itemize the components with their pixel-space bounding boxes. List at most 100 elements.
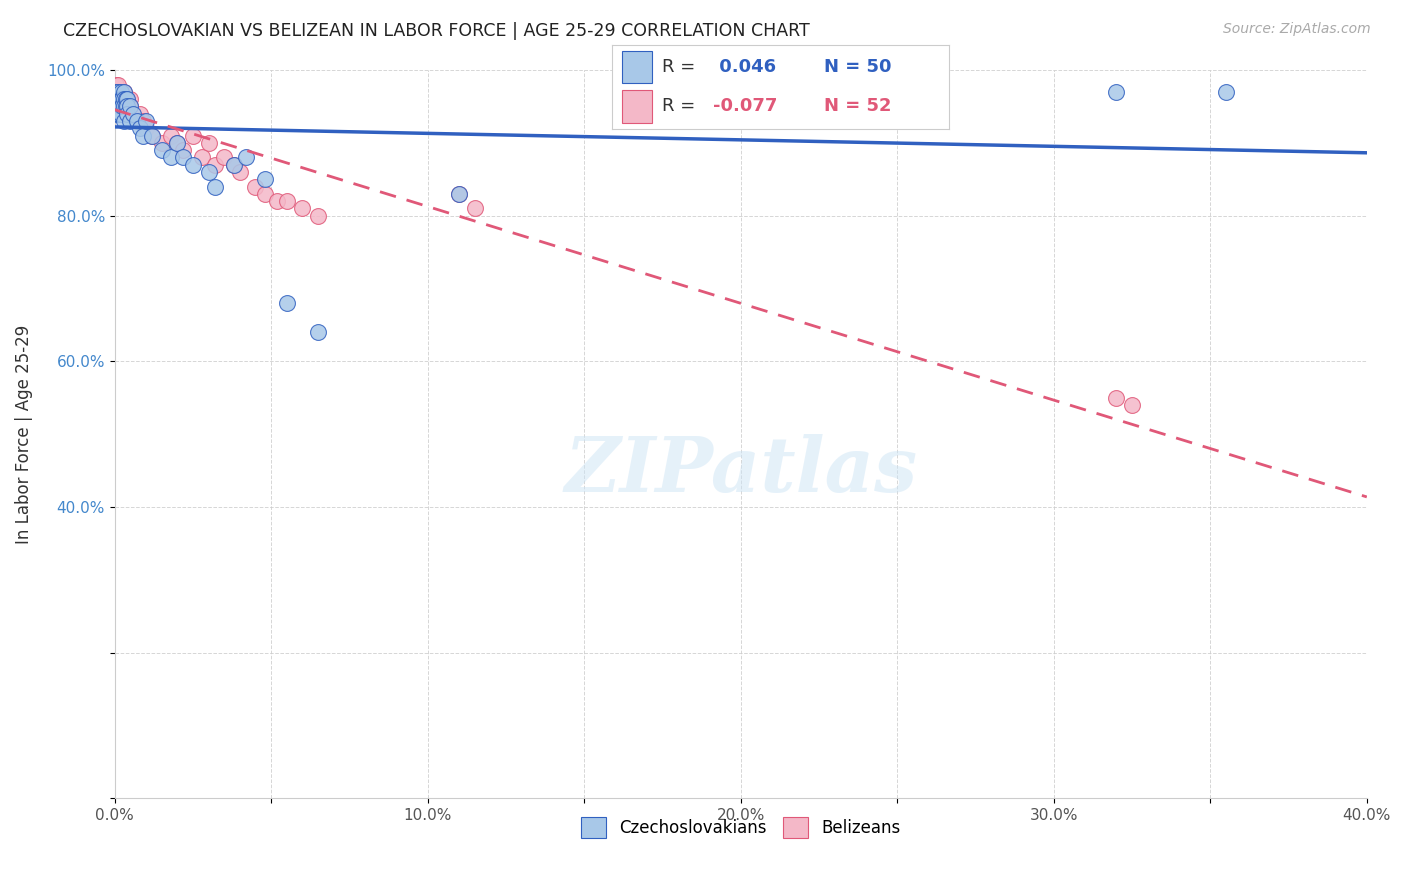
Text: N = 52: N = 52 bbox=[824, 97, 891, 115]
Point bbox=[108, 92, 131, 106]
Point bbox=[204, 158, 226, 172]
Point bbox=[266, 194, 288, 208]
Point bbox=[108, 99, 131, 113]
Point bbox=[110, 107, 132, 121]
Point bbox=[135, 114, 157, 128]
Point bbox=[122, 107, 145, 121]
Point bbox=[108, 92, 131, 106]
Point bbox=[291, 202, 314, 216]
Point bbox=[447, 186, 470, 201]
Point bbox=[107, 92, 129, 106]
Point bbox=[107, 85, 129, 99]
Point bbox=[1105, 391, 1128, 405]
Point bbox=[166, 136, 188, 150]
Point bbox=[107, 99, 129, 113]
Point bbox=[132, 114, 155, 128]
Point bbox=[464, 202, 486, 216]
Point bbox=[111, 99, 134, 113]
Point bbox=[253, 172, 276, 186]
Point bbox=[112, 99, 135, 113]
Point bbox=[122, 107, 145, 121]
Point bbox=[235, 150, 257, 164]
Point bbox=[1121, 398, 1143, 412]
Point bbox=[105, 99, 128, 113]
Point bbox=[108, 85, 131, 99]
Point bbox=[191, 150, 214, 164]
Point bbox=[135, 121, 157, 136]
Point bbox=[120, 99, 142, 113]
Legend: Czechoslovakians, Belizeans: Czechoslovakians, Belizeans bbox=[574, 811, 907, 845]
Point bbox=[141, 128, 163, 143]
Point bbox=[197, 136, 219, 150]
Point bbox=[172, 143, 194, 157]
Point bbox=[160, 128, 183, 143]
Point bbox=[105, 78, 128, 92]
Text: Source: ZipAtlas.com: Source: ZipAtlas.com bbox=[1223, 22, 1371, 37]
Point bbox=[307, 325, 329, 339]
Point bbox=[112, 85, 135, 99]
Text: R =: R = bbox=[662, 97, 702, 115]
Point bbox=[150, 136, 173, 150]
Point bbox=[181, 158, 204, 172]
Point bbox=[107, 85, 129, 99]
Point bbox=[276, 194, 298, 208]
Point bbox=[1105, 85, 1128, 99]
Point bbox=[132, 128, 155, 143]
Text: ZIPatlas: ZIPatlas bbox=[564, 434, 917, 508]
Point bbox=[105, 107, 128, 121]
Text: CZECHOSLOVAKIAN VS BELIZEAN IN LABOR FORCE | AGE 25-29 CORRELATION CHART: CZECHOSLOVAKIAN VS BELIZEAN IN LABOR FOR… bbox=[63, 22, 810, 40]
Point bbox=[111, 99, 134, 113]
Point bbox=[120, 99, 142, 113]
Point bbox=[115, 107, 138, 121]
Point bbox=[115, 92, 138, 106]
Point bbox=[107, 78, 129, 92]
Point bbox=[253, 186, 276, 201]
Point bbox=[107, 85, 129, 99]
Point bbox=[110, 92, 132, 106]
Point bbox=[212, 150, 235, 164]
Text: N = 50: N = 50 bbox=[824, 59, 891, 77]
Point bbox=[222, 158, 245, 172]
Text: R =: R = bbox=[662, 59, 702, 77]
Point bbox=[112, 85, 135, 99]
Point bbox=[105, 92, 128, 106]
Point bbox=[114, 92, 136, 106]
Point bbox=[141, 128, 163, 143]
Point bbox=[112, 114, 135, 128]
Point bbox=[105, 92, 128, 106]
Point bbox=[276, 296, 298, 310]
Point bbox=[307, 209, 329, 223]
Point bbox=[120, 114, 142, 128]
Point bbox=[229, 165, 252, 179]
Point bbox=[110, 99, 132, 113]
Point bbox=[172, 150, 194, 164]
Point bbox=[114, 99, 136, 113]
Y-axis label: In Labor Force | Age 25-29: In Labor Force | Age 25-29 bbox=[15, 325, 32, 544]
Point bbox=[204, 179, 226, 194]
Point bbox=[128, 121, 150, 136]
Point bbox=[107, 92, 129, 106]
Point bbox=[181, 128, 204, 143]
Point bbox=[110, 92, 132, 106]
Point bbox=[160, 150, 183, 164]
Point bbox=[115, 99, 138, 113]
Point bbox=[110, 85, 132, 99]
Point bbox=[115, 99, 138, 113]
Text: -0.077: -0.077 bbox=[713, 97, 778, 115]
Point bbox=[107, 92, 129, 106]
Point bbox=[128, 107, 150, 121]
Text: 0.046: 0.046 bbox=[713, 59, 776, 77]
Point bbox=[105, 92, 128, 106]
Bar bbox=[621, 90, 652, 122]
Point bbox=[447, 186, 470, 201]
Point bbox=[112, 92, 135, 106]
Point bbox=[150, 143, 173, 157]
Point bbox=[166, 136, 188, 150]
Point bbox=[125, 114, 148, 128]
Point bbox=[245, 179, 267, 194]
Point bbox=[110, 99, 132, 113]
Point bbox=[107, 99, 129, 113]
Point bbox=[111, 92, 134, 106]
Point bbox=[222, 158, 245, 172]
Point bbox=[115, 92, 138, 106]
